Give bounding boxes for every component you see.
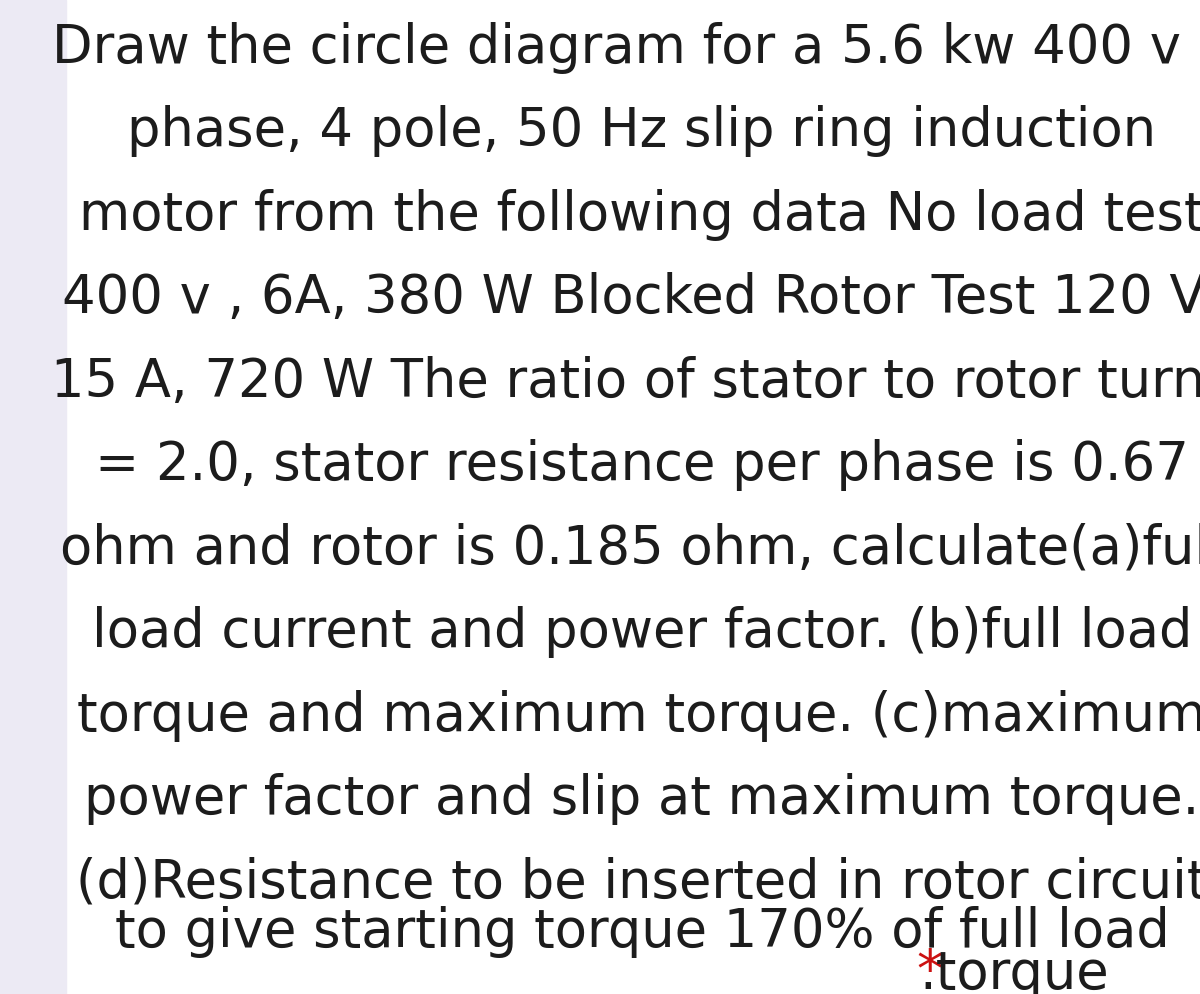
- Text: torque and maximum torque. (c)maximum: torque and maximum torque. (c)maximum: [77, 690, 1200, 742]
- Text: to give starting torque 170% of full load: to give starting torque 170% of full loa…: [115, 907, 1169, 958]
- Text: 15 A, 720 W The ratio of stator to rotor turns: 15 A, 720 W The ratio of stator to rotor…: [52, 356, 1200, 408]
- Text: load current and power factor. (b)full load: load current and power factor. (b)full l…: [92, 606, 1192, 658]
- Text: = 2.0, stator resistance per phase is 0.67: = 2.0, stator resistance per phase is 0.…: [95, 439, 1189, 491]
- Bar: [0, 0, 66, 994]
- Text: phase, 4 pole, 50 Hz slip ring induction: phase, 4 pole, 50 Hz slip ring induction: [127, 105, 1157, 157]
- Text: power factor and slip at maximum torque.: power factor and slip at maximum torque.: [84, 773, 1200, 825]
- Text: .torque: .torque: [919, 948, 1109, 994]
- Text: *: *: [917, 946, 943, 994]
- Text: motor from the following data No load test: motor from the following data No load te…: [79, 189, 1200, 241]
- Text: ohm and rotor is 0.185 ohm, calculate(a)full: ohm and rotor is 0.185 ohm, calculate(a)…: [60, 523, 1200, 575]
- Text: (d)Resistance to be inserted in rotor circuit: (d)Resistance to be inserted in rotor ci…: [77, 857, 1200, 909]
- Text: Draw the circle diagram for a 5.6 kw 400 v 3: Draw the circle diagram for a 5.6 kw 400…: [53, 22, 1200, 74]
- Text: 400 v , 6A, 380 W Blocked Rotor Test 120 V,: 400 v , 6A, 380 W Blocked Rotor Test 120…: [62, 272, 1200, 324]
